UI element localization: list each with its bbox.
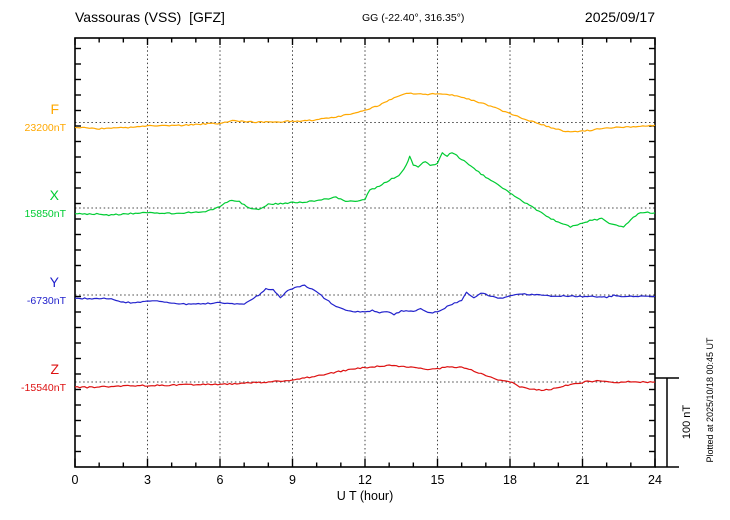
x-tick-label: 15 (430, 473, 445, 487)
series-x-name: X (49, 187, 59, 203)
series-f-name: F (50, 101, 59, 117)
x-tick-label: 21 (575, 473, 590, 487)
x-tick-label: 12 (358, 473, 372, 487)
series-label-f: F 23200nT (0, 102, 66, 134)
series-x-baseline-value: 15850nT (24, 208, 66, 220)
x-tick-label: 0 (71, 473, 79, 487)
x-tick-label: 24 (648, 473, 662, 487)
scale-bar (655, 377, 679, 468)
series-y-baseline-value: -6730nT (26, 295, 66, 307)
series-f-baseline-value: 23200nT (24, 122, 66, 134)
x-axis-title: U T (hour) (336, 489, 394, 503)
series-label-x: X 15850nT (0, 188, 66, 220)
x-tick-label: 9 (289, 473, 296, 487)
plot-date: 2025/09/17 (584, 9, 655, 25)
x-tick-label: 6 (216, 473, 224, 487)
plotted-at-watermark: Plotted at 2025/10/18 00:45 UT (705, 337, 715, 463)
observatory-coordinates: GG (-22.40°, 316.35°) (362, 12, 465, 24)
x-tick-label: 3 (144, 473, 151, 487)
x-axis-tick-labels: 0 3 6 9 12 15 18 21 24 (0, 473, 730, 489)
series-y-name: Y (49, 274, 59, 290)
x-tick-label: 18 (503, 473, 517, 487)
series-label-z: Z -15540nT (0, 362, 66, 394)
series-z-name: Z (50, 361, 59, 377)
page-title: Vassouras (VSS) [GFZ] (75, 9, 225, 25)
series-z-baseline-value: -15540nT (21, 382, 66, 394)
scale-bar-label: 100 nT (681, 404, 693, 440)
series-label-y: Y -6730nT (0, 275, 66, 307)
